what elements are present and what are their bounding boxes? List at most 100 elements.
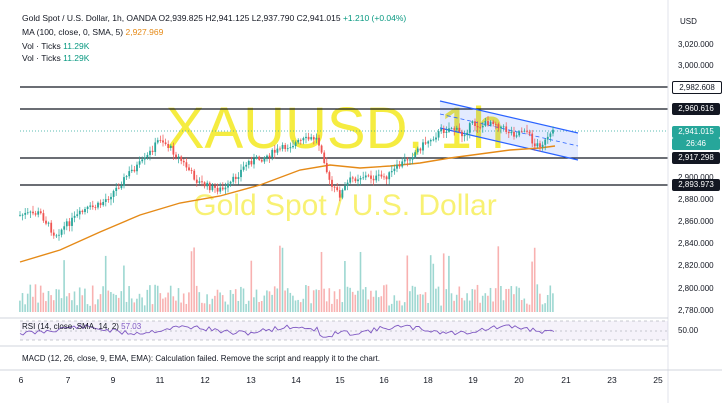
price-tick: 3,000.000 xyxy=(678,61,714,70)
symbol-title[interactable]: Gold Spot / U.S. Dollar, 1h, OANDA xyxy=(22,13,157,23)
ma-legend[interactable]: MA (100, close, 0, SMA, 5) 2,927.969 xyxy=(22,27,163,37)
candle-body xyxy=(258,156,261,160)
candle-body xyxy=(505,126,508,132)
volume-bar xyxy=(435,288,437,312)
price-axis[interactable]: 3,020.000 3,000.000 2,900.000 2,880.000 … xyxy=(678,40,714,315)
candle-body xyxy=(188,167,190,171)
candle-body xyxy=(458,127,461,132)
candle-body xyxy=(97,202,99,208)
level-tag-2[interactable]: 2,960.616 xyxy=(672,103,720,115)
candle-body xyxy=(242,166,245,170)
symbol-legend[interactable]: Gold Spot / U.S. Dollar, 1h, OANDA O2,93… xyxy=(22,13,406,23)
level-tag-4[interactable]: 2,893.973 xyxy=(672,179,720,191)
volume-bar xyxy=(552,293,554,312)
ma-label[interactable]: MA (100, close, 0, SMA, 5) xyxy=(22,27,124,37)
candle-body xyxy=(372,178,375,181)
candle-body xyxy=(448,128,450,132)
level-tag-1[interactable]: 2,982.608 xyxy=(672,81,722,94)
volume-bar xyxy=(403,302,406,312)
candle-body xyxy=(208,182,211,191)
volume-bar xyxy=(45,301,47,312)
candle-body xyxy=(91,205,94,208)
volume-bar xyxy=(37,302,39,312)
last-price-tag[interactable]: 2,941.015 xyxy=(672,126,720,138)
candle-body xyxy=(206,182,209,187)
volume-value: 11.29K xyxy=(63,53,90,63)
candle-body xyxy=(437,131,440,138)
volume-bar xyxy=(362,289,364,312)
volume-label[interactable]: Vol · Ticks xyxy=(22,53,61,63)
volume-bar xyxy=(104,255,107,312)
volume-bar xyxy=(294,300,297,312)
volume-bar xyxy=(24,304,26,312)
candle-body xyxy=(310,137,313,140)
channel-upper-line[interactable] xyxy=(439,100,579,134)
volume-bar xyxy=(250,260,253,312)
moving-average-line xyxy=(19,145,556,263)
rsi-label-text[interactable]: RSI (14, close, SMA, 14, 2) xyxy=(22,322,119,331)
level-tag-3[interactable]: 2,917.298 xyxy=(672,152,720,164)
volume-bar xyxy=(271,294,273,312)
candle-body xyxy=(307,136,310,140)
candle-body xyxy=(445,131,448,133)
volume-bar xyxy=(302,298,305,312)
candle-body xyxy=(271,149,274,158)
volume-bar xyxy=(515,286,518,312)
volume-value: 11.29K xyxy=(63,41,90,51)
volume-bar xyxy=(39,285,42,312)
volume-bar xyxy=(73,291,76,312)
volume-bar xyxy=(445,289,448,312)
candle-body xyxy=(393,168,396,172)
volume-bar xyxy=(198,292,201,312)
volume-bar xyxy=(476,284,479,312)
volume-bar xyxy=(455,294,458,312)
ohlc-low: L2,937.790 xyxy=(251,13,295,23)
ohlc-close: C2,941.015 xyxy=(296,13,341,23)
candle-body xyxy=(432,139,435,141)
rsi-legend[interactable]: RSI (14, close, SMA, 14, 2) 57.03 xyxy=(22,322,141,331)
date-tick: 14 xyxy=(291,375,301,385)
candle-body xyxy=(240,169,242,178)
candle-body xyxy=(71,217,73,226)
candle-body xyxy=(546,136,549,140)
candlesticks[interactable] xyxy=(19,116,554,241)
candle-body xyxy=(349,177,352,183)
candle-body xyxy=(302,138,305,141)
volume-bar xyxy=(203,303,206,312)
volume-legend-2[interactable]: Vol · Ticks 11.29K xyxy=(22,53,89,63)
date-tick: 6 xyxy=(18,375,24,385)
volume-bar xyxy=(416,294,419,312)
volume-bar xyxy=(318,290,320,312)
candle-body xyxy=(292,146,294,148)
date-tick: 9 xyxy=(110,375,116,385)
candle-body xyxy=(411,157,414,160)
candle-body xyxy=(419,148,422,151)
volume-bar xyxy=(336,299,338,312)
candle-body xyxy=(435,137,437,140)
volume-bar xyxy=(58,289,60,312)
volume-bar xyxy=(315,289,318,312)
candle-body xyxy=(440,128,443,132)
candle-body xyxy=(180,156,183,161)
volume-bar xyxy=(240,286,242,312)
candle-body xyxy=(65,221,68,227)
volume-bar xyxy=(19,300,21,312)
candle-body xyxy=(130,169,133,172)
candle-body xyxy=(476,125,479,128)
volume-bar xyxy=(461,297,463,312)
macd-legend[interactable]: MACD (12, 26, close, 9, EMA, EMA): Calcu… xyxy=(22,354,380,363)
candle-body xyxy=(474,121,476,126)
ma-value: 2,927.969 xyxy=(125,27,164,37)
volume-bar xyxy=(297,299,299,312)
candle-body xyxy=(138,161,141,165)
volume-bar xyxy=(107,290,110,312)
channel-lower-line[interactable] xyxy=(439,127,579,161)
time-axis[interactable]: 6 7 9 11 12 13 14 15 16 18 19 20 21 23 2… xyxy=(0,375,722,389)
volume-legend-1[interactable]: Vol · Ticks 11.29K xyxy=(22,41,89,51)
candle-body xyxy=(120,185,123,189)
volume-label[interactable]: Vol · Ticks xyxy=(22,41,61,51)
candle-body xyxy=(518,131,521,136)
